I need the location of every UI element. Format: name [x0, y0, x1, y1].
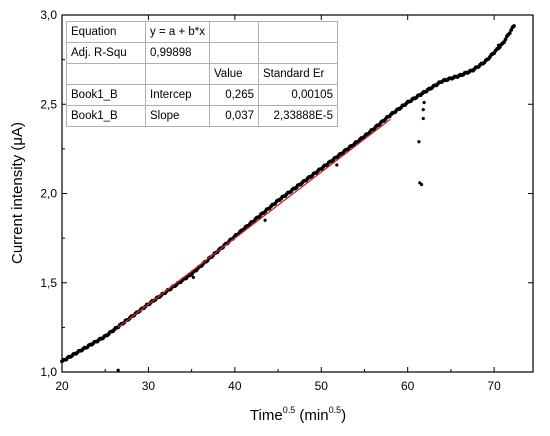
fit-table-row: Book1_B Slope 0,037 2,33888E-5	[66, 105, 338, 127]
fit-table-row: Value Standard Er	[66, 63, 338, 85]
y-tick-label: 2,5	[40, 97, 57, 111]
fit-table-cell: 0,99898	[145, 42, 210, 64]
fit-table-row: Book1_B Intercep 0,265 0,00105	[66, 84, 338, 106]
x-tick-label: 50	[315, 379, 329, 393]
fit-table-cell: Standard Er	[257, 63, 338, 85]
fit-table-cell: 2,33888E-5	[257, 105, 338, 127]
fit-table-cell	[66, 63, 146, 85]
fit-table-cell: Slope	[145, 105, 210, 127]
outlier-point	[421, 108, 425, 112]
fit-table-row: Equation y = a + b*x	[66, 21, 338, 43]
x-tick-label: 70	[487, 379, 501, 393]
fit-table-cell: 0,037	[208, 105, 259, 127]
fit-line-group	[117, 118, 391, 328]
outlier-point	[335, 163, 339, 167]
x-axis-title: Time0.5 (min0.5)	[250, 405, 346, 424]
fit-table-cell: Intercep	[145, 84, 210, 106]
outlier-point	[116, 368, 120, 372]
fit-line	[117, 118, 391, 328]
outlier-point	[191, 275, 195, 279]
y-tick-label: 1,0	[40, 365, 57, 379]
fit-table-cell	[145, 63, 210, 85]
outlier-point	[263, 218, 267, 222]
outlier-point	[421, 116, 425, 121]
y-tick-label: 3,0	[40, 8, 57, 22]
y-axis-title: Current intensity (μA)	[9, 122, 26, 264]
fit-table-cell: Book1_B	[66, 105, 146, 127]
fit-table-cell: 0,265	[208, 84, 259, 106]
fit-table-cell	[208, 42, 259, 64]
y-tick-label: 1,5	[40, 276, 57, 290]
fit-table-cell: Equation	[66, 21, 146, 43]
fit-table-cell: y = a + b*x	[145, 21, 210, 43]
x-tick-label: 60	[401, 379, 415, 393]
y-tick-label: 2,0	[40, 187, 57, 201]
outlier-point	[419, 182, 424, 187]
x-tick-label: 40	[228, 379, 242, 393]
fit-table-cell: 0,00105	[257, 84, 338, 106]
fit-table-cell	[208, 21, 259, 43]
x-tick-label: 20	[55, 379, 69, 393]
outlier-point	[496, 43, 501, 47]
outlier-point	[422, 100, 426, 105]
fit-table-cell: Value	[208, 63, 259, 85]
data-point	[507, 31, 512, 36]
fit-table-cell: Book1_B	[66, 84, 146, 106]
x-tick-label: 30	[142, 379, 156, 393]
fit-table-cell	[257, 42, 338, 64]
data-point	[512, 24, 516, 28]
fit-table-cell: Adj. R-Squ	[66, 42, 146, 64]
data-point	[503, 37, 508, 42]
fit-table-cell	[257, 21, 338, 43]
outlier-point	[417, 140, 421, 144]
axis-ticks: 20 30 40 50 60 70 1,0 1,5 2,0 2,5 3,0	[40, 8, 533, 393]
fit-results-table: Equation y = a + b*x Adj. R-Squ 0,99898 Valu…	[66, 21, 338, 127]
fit-table-row: Adj. R-Squ 0,99898	[66, 42, 338, 64]
